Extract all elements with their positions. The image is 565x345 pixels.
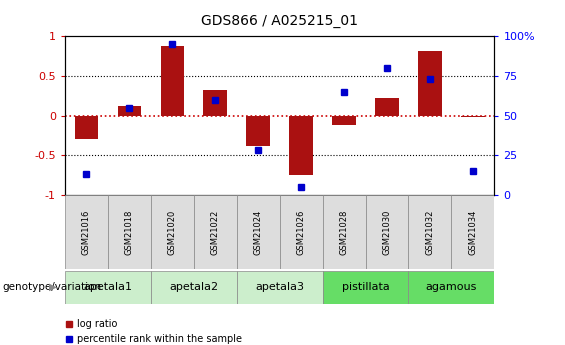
- Bar: [408, 271, 494, 304]
- Text: GSM21018: GSM21018: [125, 209, 134, 255]
- Text: GSM21016: GSM21016: [82, 209, 91, 255]
- Bar: [75, 116, 98, 139]
- Bar: [237, 195, 280, 269]
- Text: agamous: agamous: [426, 282, 477, 292]
- Bar: [461, 116, 485, 117]
- Bar: [203, 90, 227, 116]
- Bar: [65, 271, 151, 304]
- Bar: [375, 98, 399, 116]
- Bar: [451, 195, 494, 269]
- Text: log ratio: log ratio: [77, 319, 118, 328]
- Text: pistillata: pistillata: [342, 282, 389, 292]
- Text: ▶: ▶: [49, 282, 56, 292]
- Bar: [246, 116, 270, 146]
- Text: percentile rank within the sample: percentile rank within the sample: [77, 334, 242, 344]
- Text: apetala1: apetala1: [84, 282, 132, 292]
- Bar: [65, 195, 108, 269]
- Bar: [323, 195, 366, 269]
- Bar: [418, 50, 442, 116]
- Text: genotype/variation: genotype/variation: [3, 282, 102, 292]
- Bar: [280, 195, 323, 269]
- Text: apetala2: apetala2: [170, 282, 218, 292]
- Bar: [237, 271, 323, 304]
- Bar: [408, 195, 451, 269]
- Text: GSM21034: GSM21034: [468, 209, 477, 255]
- Bar: [151, 271, 237, 304]
- Text: GSM21032: GSM21032: [425, 209, 434, 255]
- Text: GSM21024: GSM21024: [254, 209, 263, 255]
- Bar: [289, 116, 313, 175]
- Text: GSM21020: GSM21020: [168, 209, 177, 255]
- Bar: [332, 116, 356, 125]
- Bar: [194, 195, 237, 269]
- Text: GSM21026: GSM21026: [297, 209, 306, 255]
- Bar: [151, 195, 194, 269]
- Bar: [366, 195, 408, 269]
- Bar: [108, 195, 151, 269]
- Text: GSM21022: GSM21022: [211, 209, 220, 255]
- Bar: [118, 106, 141, 116]
- Bar: [323, 271, 408, 304]
- Bar: [160, 46, 184, 116]
- Text: GDS866 / A025215_01: GDS866 / A025215_01: [201, 13, 358, 28]
- Text: apetala3: apetala3: [255, 282, 304, 292]
- Text: GSM21030: GSM21030: [383, 209, 392, 255]
- Text: GSM21028: GSM21028: [340, 209, 349, 255]
